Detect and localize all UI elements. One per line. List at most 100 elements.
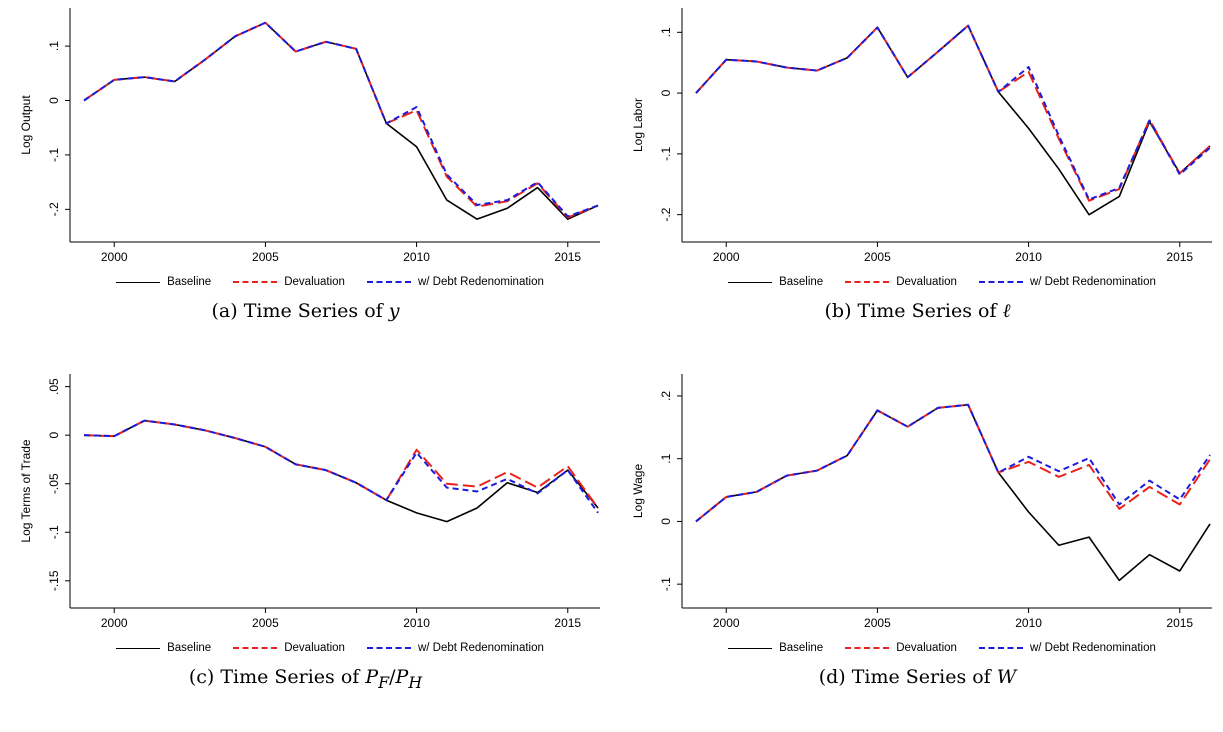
y-tick-label: 0 [659, 518, 673, 525]
chart-wage-svg: .2 .1 0 -.1 2000 2005 2010 2015 Log Wage [631, 374, 1212, 630]
y-tick-label: -.1 [659, 577, 673, 591]
y-tick-label: -.2 [659, 207, 673, 221]
chart-labor-svg: .1 0 -.1 -.2 2000 2005 2010 2015 Log Labor [631, 8, 1212, 264]
y-tick-label: -.1 [47, 148, 61, 162]
legend-swatch-redenomination [366, 647, 411, 649]
caption-math: y [388, 300, 400, 322]
legend-label-redenomination: w/ Debt Redenomination [417, 276, 544, 288]
x-tick-label: 2015 [1166, 616, 1193, 630]
y-tick-label: 0 [47, 97, 61, 104]
legend: Baseline Devaluation w/ Debt Redenominat… [60, 274, 600, 290]
y-axis-label: Log Output [19, 95, 33, 155]
legend-swatch-devaluation [845, 281, 890, 283]
x-tick-label: 2005 [864, 616, 891, 630]
caption-math: ℓ [1002, 300, 1011, 322]
legend-label-redenomination: w/ Debt Redenomination [417, 642, 544, 654]
caption-terms-of-trade: (c) Time Series of PF/PH [0, 666, 611, 692]
x-tick-label: 2010 [1015, 616, 1042, 630]
x-tick-label: 2005 [864, 250, 891, 264]
legend: Baseline Devaluation w/ Debt Redenominat… [60, 640, 600, 656]
caption-text: (c) Time Series of [188, 666, 366, 688]
x-tick-label: 2010 [403, 616, 430, 630]
x-tick-label: 2000 [101, 250, 128, 264]
legend-swatch-baseline [728, 281, 773, 283]
legend-item-baseline: Baseline [728, 640, 823, 656]
y-tick-label: -.1 [659, 147, 673, 161]
x-tick-label: 2005 [252, 250, 279, 264]
x-tick-label: 2000 [101, 616, 128, 630]
legend-swatch-redenomination [978, 647, 1023, 649]
legend-swatch-redenomination [978, 281, 1023, 283]
y-tick-label: -.05 [47, 473, 61, 494]
legend-swatch-baseline [728, 647, 773, 649]
legend-swatch-devaluation [845, 647, 890, 649]
y-tick-label: .05 [47, 378, 61, 395]
y-axis-label: Log Terms of Trade [19, 439, 33, 542]
legend-label-baseline: Baseline [167, 276, 212, 288]
caption-text: (b) Time Series of [824, 300, 1003, 322]
legend-item-baseline: Baseline [116, 640, 211, 656]
legend: Baseline Devaluation w/ Debt Redenominat… [672, 274, 1212, 290]
y-tick-label: .1 [47, 41, 61, 51]
series-line-redenomination [695, 403, 1211, 523]
legend-label-redenomination: w/ Debt Redenomination [1029, 642, 1156, 654]
caption-wage: (d) Time Series of W [612, 666, 1223, 688]
legend-item-devaluation: Devaluation [233, 274, 345, 290]
legend-swatch-devaluation [233, 281, 278, 283]
legend-label-baseline: Baseline [779, 276, 824, 288]
legend-swatch-baseline [116, 647, 161, 649]
chart-panel-wage: .2 .1 0 -.1 2000 2005 2010 2015 Log Wage Baselin… [612, 366, 1223, 732]
legend-label-baseline: Baseline [779, 642, 824, 654]
series-line-devaluation [695, 24, 1211, 202]
chart-panel-output: .1 0 -.1 -.2 2000 2005 2010 2015 Log Output Base… [0, 0, 611, 366]
caption-output: (a) Time Series of y [0, 300, 611, 322]
series-line-baseline [695, 24, 1211, 216]
legend-item-redenomination: w/ Debt Redenomination [366, 274, 544, 290]
chart-output-svg: .1 0 -.1 -.2 2000 2005 2010 2015 Log Output [19, 8, 600, 264]
x-tick-label: 2015 [554, 616, 581, 630]
x-tick-label: 2005 [252, 616, 279, 630]
legend-item-devaluation: Devaluation [233, 640, 345, 656]
y-tick-label: .1 [659, 27, 673, 37]
legend-item-devaluation: Devaluation [845, 640, 957, 656]
series-line-redenomination [695, 24, 1211, 201]
y-axis-label: Log Labor [631, 98, 645, 152]
legend-label-redenomination: w/ Debt Redenomination [1029, 276, 1156, 288]
legend-item-baseline: Baseline [116, 274, 211, 290]
legend-item-redenomination: w/ Debt Redenomination [978, 640, 1156, 656]
y-tick-label: .1 [659, 453, 673, 463]
caption-math: P [365, 666, 379, 688]
y-tick-label: 0 [47, 432, 61, 439]
series-line-redenomination [83, 419, 599, 514]
caption-text: (a) Time Series of [211, 300, 389, 322]
legend-label-devaluation: Devaluation [284, 276, 345, 288]
caption-labor: (b) Time Series of ℓ [612, 300, 1223, 323]
chart-panel-labor: .1 0 -.1 -.2 2000 2005 2010 2015 Log Labor Basel… [612, 0, 1223, 366]
x-tick-label: 2010 [403, 250, 430, 264]
legend-label-devaluation: Devaluation [284, 642, 345, 654]
caption-math: W [996, 666, 1017, 688]
series-line-redenomination [83, 21, 599, 218]
chart-panel-terms-of-trade: .05 0 -.05 -.1 -.15 2000 2005 2010 2015 Log Terms… [0, 366, 611, 732]
x-tick-label: 2015 [554, 250, 581, 264]
x-tick-label: 2015 [1166, 250, 1193, 264]
caption-text: (d) Time Series of [818, 666, 997, 688]
legend-swatch-devaluation [233, 647, 278, 649]
legend-item-redenomination: w/ Debt Redenomination [366, 640, 544, 656]
y-tick-label: 0 [659, 89, 673, 96]
caption-subscript: F [378, 672, 390, 692]
chart-terms-of-trade-svg: .05 0 -.05 -.1 -.15 2000 2005 2010 2015 Log Terms… [19, 374, 600, 630]
caption-slash: / [389, 666, 396, 688]
legend-label-baseline: Baseline [167, 642, 212, 654]
legend-swatch-redenomination [366, 281, 411, 283]
series-line-devaluation [83, 419, 599, 509]
x-tick-label: 2000 [713, 250, 740, 264]
legend: Baseline Devaluation w/ Debt Redenominat… [672, 640, 1212, 656]
series-line-devaluation [83, 21, 599, 219]
legend-label-devaluation: Devaluation [896, 642, 957, 654]
series-line-devaluation [695, 403, 1211, 523]
legend-swatch-baseline [116, 281, 161, 283]
legend-item-devaluation: Devaluation [845, 274, 957, 290]
legend-item-baseline: Baseline [728, 274, 823, 290]
y-tick-label: -.2 [47, 202, 61, 216]
